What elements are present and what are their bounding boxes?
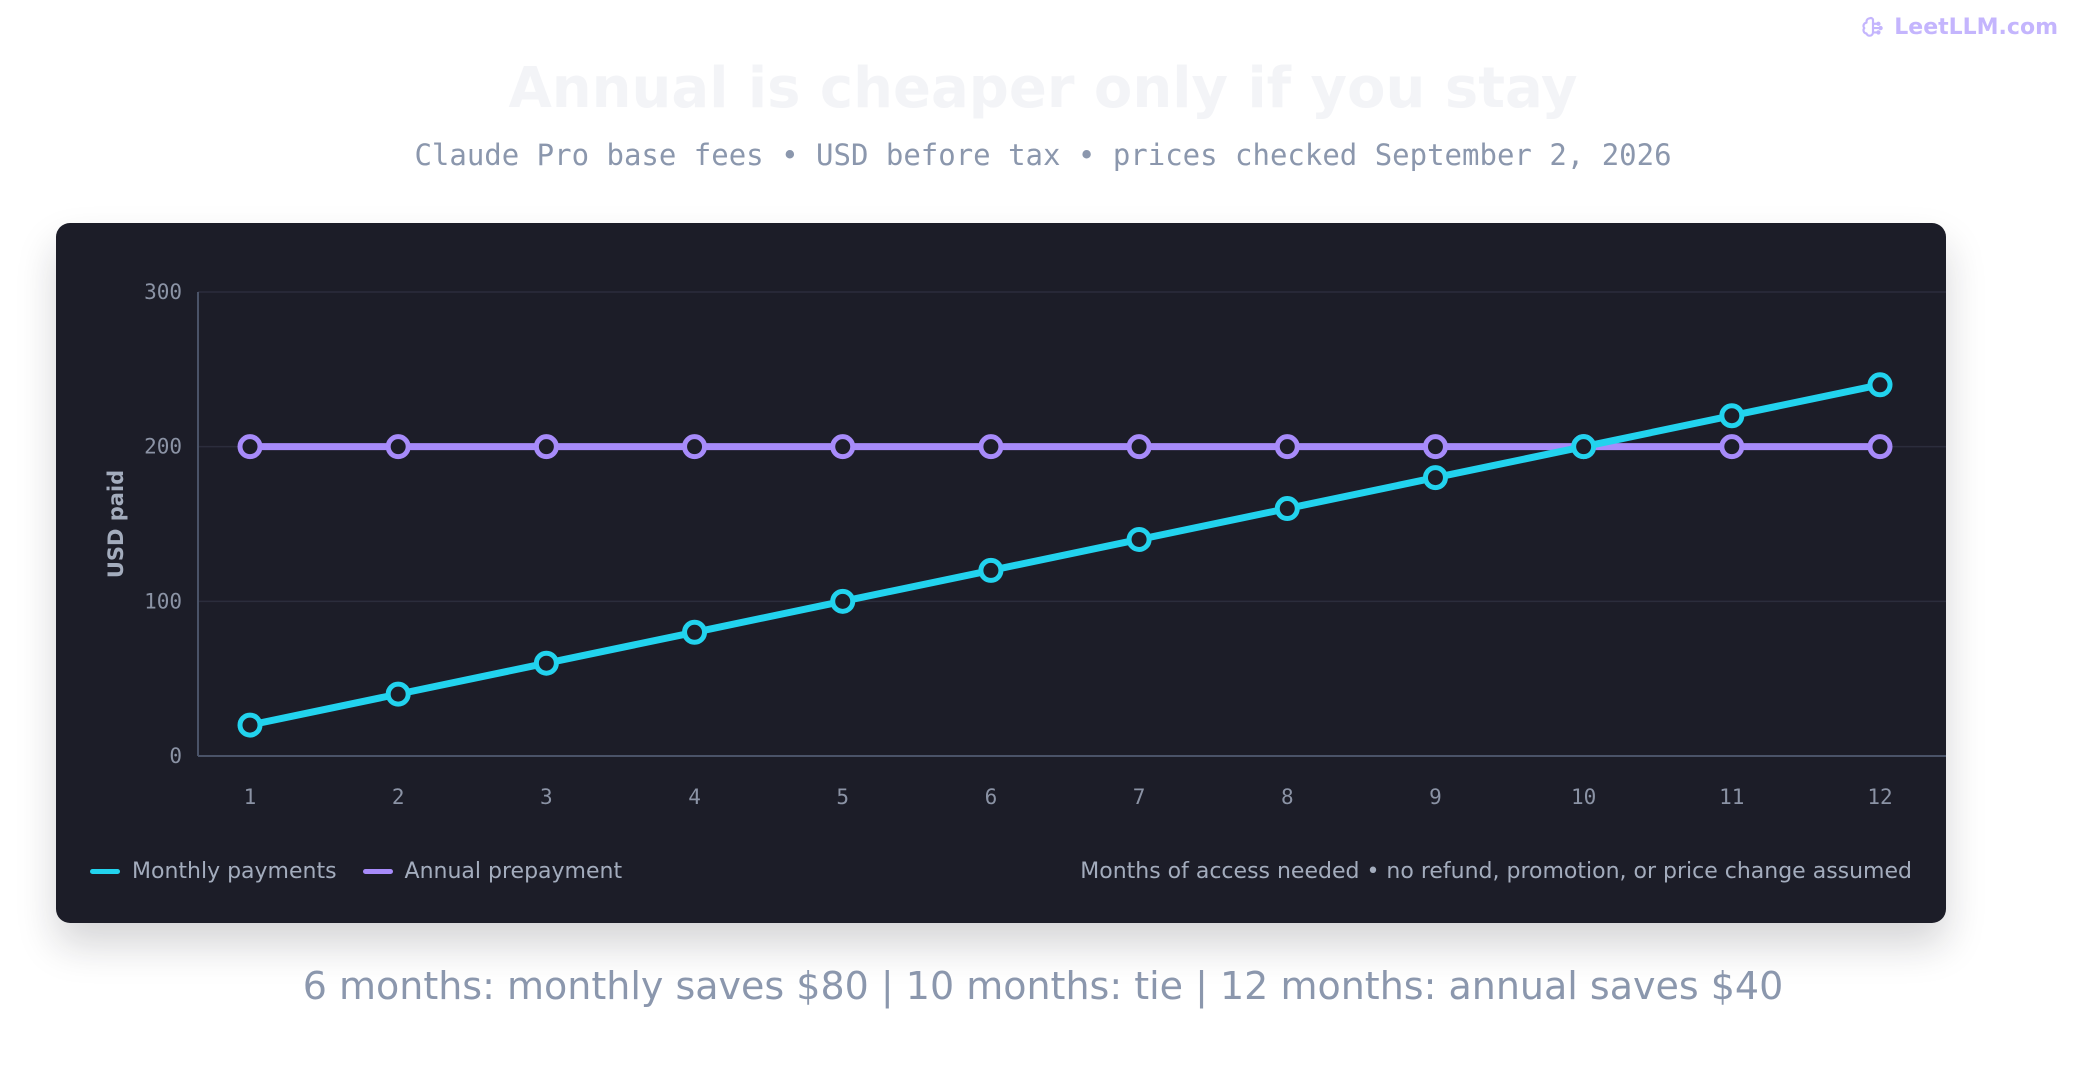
data-point-monthly xyxy=(830,588,856,614)
data-point-annual xyxy=(237,434,263,460)
y-tick-label: 100 xyxy=(144,589,182,613)
data-point-annual xyxy=(978,434,1004,460)
legend-swatch-monthly xyxy=(90,869,120,874)
data-point-monthly xyxy=(1867,372,1893,398)
legend-item-monthly: Monthly payments xyxy=(90,859,337,884)
legend-swatch-annual xyxy=(362,869,393,874)
data-point-annual xyxy=(533,434,559,460)
data-point-annual xyxy=(1274,434,1300,460)
x-tick-label: 10 xyxy=(1571,785,1596,809)
data-point-monthly xyxy=(1274,496,1300,522)
data-point-annual xyxy=(1719,434,1745,460)
legend-label-annual: Annual prepayment xyxy=(404,859,623,884)
chart-subtitle: Claude Pro base fees • USD before tax • … xyxy=(414,138,1672,172)
x-tick-label: 11 xyxy=(1719,785,1744,809)
legend-item-annual: Annual prepayment xyxy=(362,859,623,884)
data-point-monthly xyxy=(533,650,559,676)
data-point-monthly xyxy=(682,619,708,645)
data-point-monthly xyxy=(385,681,411,707)
x-tick-label: 6 xyxy=(985,785,998,809)
data-point-annual xyxy=(682,434,708,460)
data-point-monthly xyxy=(1422,465,1448,491)
data-point-monthly xyxy=(978,557,1004,583)
x-axis-label: Months of access needed • no refund, pro… xyxy=(1080,859,1912,884)
data-point-monthly xyxy=(237,712,263,738)
chart-title: Annual is cheaper only if you stay xyxy=(508,56,1578,121)
data-point-annual xyxy=(385,434,411,460)
data-point-annual xyxy=(830,434,856,460)
data-point-annual xyxy=(1126,434,1152,460)
y-tick-label: 0 xyxy=(169,744,182,768)
data-point-annual xyxy=(1422,434,1448,460)
data-point-monthly xyxy=(1571,434,1597,460)
x-tick-label: 9 xyxy=(1429,785,1442,809)
data-point-monthly xyxy=(1719,403,1745,429)
brand-logo[interactable]: LeetLLM.com xyxy=(1860,14,2058,40)
data-point-annual xyxy=(1867,434,1893,460)
x-tick-label: 4 xyxy=(688,785,701,809)
x-tick-label: 1 xyxy=(244,785,257,809)
chart-card: 0 100 200 300 1 2 3 4 5 6 7 8 9 10 11 12 USD paid Monthl… xyxy=(56,223,1946,923)
x-tick-label: 2 xyxy=(392,785,405,809)
x-tick-label: 12 xyxy=(1867,785,1892,809)
x-tick-label: 8 xyxy=(1281,785,1294,809)
data-point-monthly xyxy=(1126,526,1152,552)
legend-label-monthly: Monthly payments xyxy=(132,859,337,884)
chart-legend: Monthly payments Annual prepayment xyxy=(90,859,622,884)
brain-icon xyxy=(1862,16,1883,37)
series-line-monthly xyxy=(246,381,1884,729)
summary-text: 6 months: monthly saves $80 | 10 months:… xyxy=(302,964,1784,1008)
x-tick-label: 3 xyxy=(540,785,553,809)
x-tick-label: 5 xyxy=(836,785,849,809)
y-tick-label: 300 xyxy=(144,280,182,304)
brand-name: LeetLLM.com xyxy=(1894,14,2058,40)
y-tick-label: 200 xyxy=(144,435,182,459)
x-tick-label: 7 xyxy=(1133,785,1146,809)
y-axis-label: USD paid xyxy=(104,470,128,578)
